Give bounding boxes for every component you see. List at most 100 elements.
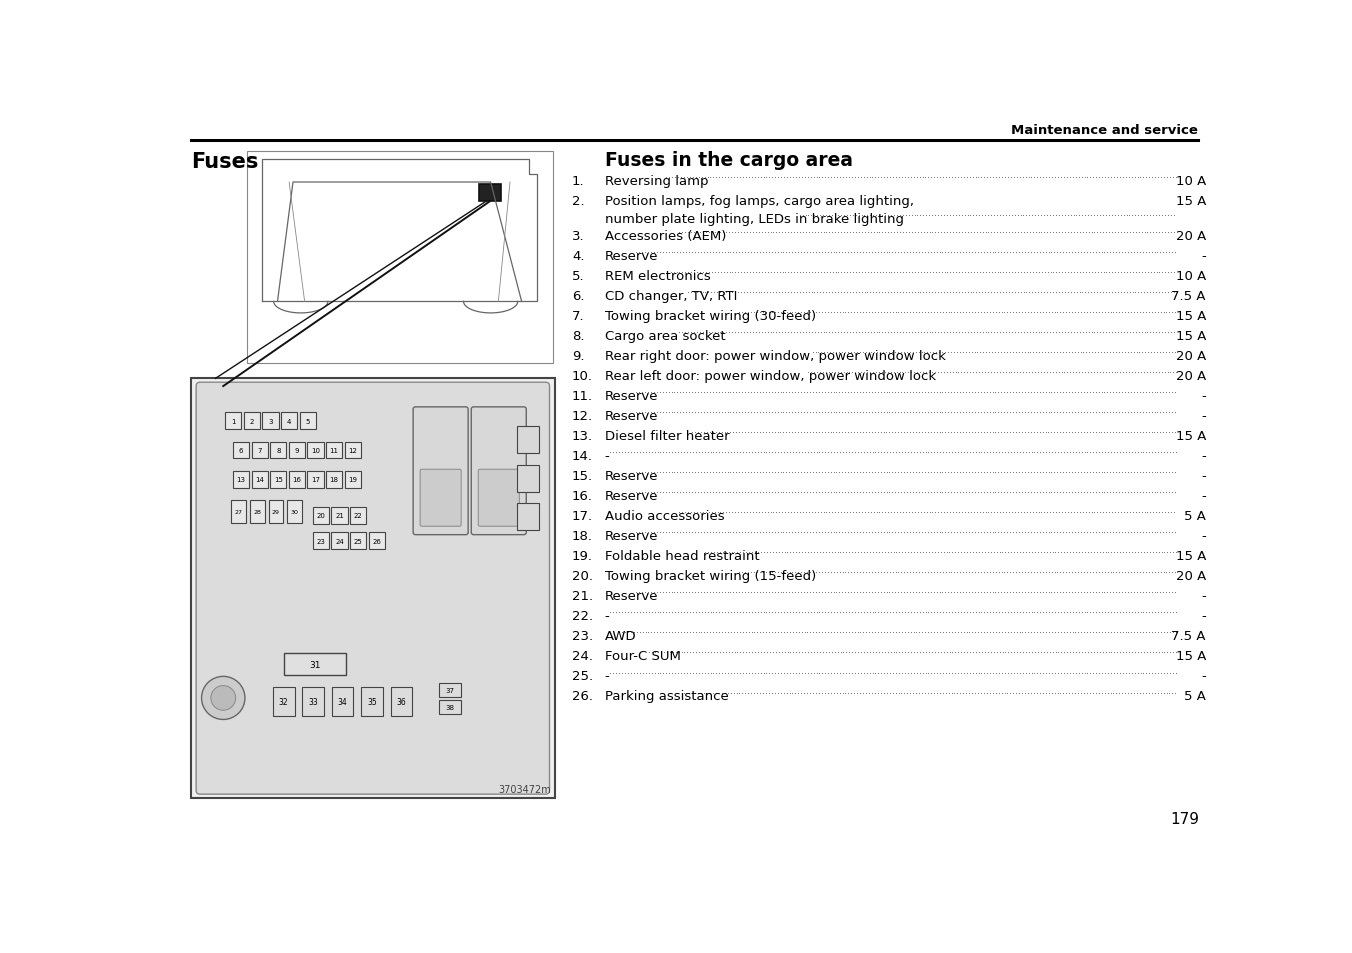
Bar xyxy=(281,413,297,430)
Bar xyxy=(270,472,287,488)
Text: 15: 15 xyxy=(274,476,283,483)
Bar xyxy=(226,413,242,430)
Text: 17.: 17. xyxy=(572,510,594,522)
Bar xyxy=(516,465,538,493)
Text: CD changer, TV, RTI: CD changer, TV, RTI xyxy=(604,290,737,303)
Text: Reserve: Reserve xyxy=(604,530,658,542)
Text: 26: 26 xyxy=(372,538,381,544)
Text: 6: 6 xyxy=(239,448,243,454)
FancyBboxPatch shape xyxy=(414,408,468,535)
Text: 21: 21 xyxy=(335,513,343,518)
Text: 14: 14 xyxy=(256,476,264,483)
Text: 15 A: 15 A xyxy=(1176,194,1206,208)
Bar xyxy=(300,413,316,430)
Text: 31: 31 xyxy=(310,659,320,669)
Text: Audio accessories: Audio accessories xyxy=(604,510,725,522)
Text: 28: 28 xyxy=(253,510,261,515)
Text: Foldable head restraint: Foldable head restraint xyxy=(604,550,760,562)
Text: 4.: 4. xyxy=(572,250,584,263)
Text: 12: 12 xyxy=(349,448,357,454)
Text: -: - xyxy=(1201,530,1206,542)
Bar xyxy=(231,500,246,523)
Text: 19: 19 xyxy=(349,476,357,483)
Bar xyxy=(345,472,361,488)
Text: 27: 27 xyxy=(235,510,243,515)
Bar xyxy=(307,472,323,488)
Text: 20 A: 20 A xyxy=(1176,230,1206,243)
Bar xyxy=(516,504,538,531)
Text: 3703472m: 3703472m xyxy=(499,784,552,795)
Text: 5: 5 xyxy=(306,418,310,424)
Text: Reserve: Reserve xyxy=(604,410,658,423)
Text: 18: 18 xyxy=(330,476,338,483)
Text: 34: 34 xyxy=(338,698,347,706)
Bar xyxy=(326,472,342,488)
Text: 18.: 18. xyxy=(572,530,594,542)
Bar xyxy=(287,500,301,523)
Text: Reserve: Reserve xyxy=(604,390,658,403)
Text: 2.: 2. xyxy=(572,194,584,208)
Text: Four-C SUM: Four-C SUM xyxy=(604,650,680,662)
Bar xyxy=(331,533,347,550)
Text: Cargo area socket: Cargo area socket xyxy=(604,330,725,343)
Text: -: - xyxy=(1201,490,1206,503)
Text: 24: 24 xyxy=(335,538,343,544)
Bar xyxy=(369,533,385,550)
Text: 3.: 3. xyxy=(572,230,584,243)
Bar xyxy=(345,442,361,459)
Bar xyxy=(284,654,346,675)
Bar xyxy=(251,472,268,488)
Text: 10 A: 10 A xyxy=(1176,270,1206,283)
Text: 15.: 15. xyxy=(572,470,594,483)
Circle shape xyxy=(211,686,235,711)
Text: 5.: 5. xyxy=(572,270,584,283)
Text: 19.: 19. xyxy=(572,550,594,562)
Text: 20 A: 20 A xyxy=(1176,570,1206,582)
Text: Reversing lamp: Reversing lamp xyxy=(604,174,708,188)
Text: Fuses: Fuses xyxy=(191,152,258,172)
Text: 26.: 26. xyxy=(572,690,594,702)
Text: 35: 35 xyxy=(368,698,377,706)
Text: 32: 32 xyxy=(279,698,288,706)
Text: Reserve: Reserve xyxy=(604,490,658,503)
Text: Towing bracket wiring (30-feed): Towing bracket wiring (30-feed) xyxy=(604,310,815,323)
FancyBboxPatch shape xyxy=(196,383,549,795)
Text: 3: 3 xyxy=(268,418,273,424)
Text: 10.: 10. xyxy=(572,370,594,383)
Text: -: - xyxy=(1201,470,1206,483)
Text: -: - xyxy=(1201,250,1206,263)
Bar xyxy=(233,442,249,459)
Text: -: - xyxy=(1201,590,1206,602)
Text: 15 A: 15 A xyxy=(1176,550,1206,562)
Text: Reserve: Reserve xyxy=(604,250,658,263)
FancyBboxPatch shape xyxy=(420,470,461,527)
Text: 36: 36 xyxy=(396,698,407,706)
Text: 7.: 7. xyxy=(572,310,584,323)
Text: 15 A: 15 A xyxy=(1176,650,1206,662)
Text: 1: 1 xyxy=(231,418,235,424)
Text: 9.: 9. xyxy=(572,350,584,363)
Text: -: - xyxy=(1201,390,1206,403)
Text: 17: 17 xyxy=(311,476,320,483)
Text: 8.: 8. xyxy=(572,330,584,343)
Bar xyxy=(191,379,554,799)
Bar xyxy=(246,152,553,364)
Text: 179: 179 xyxy=(1171,812,1199,826)
Bar xyxy=(391,687,412,717)
Text: 6.: 6. xyxy=(572,290,584,303)
Bar xyxy=(439,700,461,715)
FancyBboxPatch shape xyxy=(472,408,526,535)
Bar xyxy=(326,442,342,459)
Text: 9: 9 xyxy=(295,448,299,454)
Bar xyxy=(262,413,279,430)
Text: 20 A: 20 A xyxy=(1176,370,1206,383)
Text: 4: 4 xyxy=(287,418,291,424)
Text: Towing bracket wiring (15-feed): Towing bracket wiring (15-feed) xyxy=(604,570,815,582)
Text: 37: 37 xyxy=(446,687,454,694)
Text: 2: 2 xyxy=(250,418,254,424)
Bar xyxy=(270,442,287,459)
Text: Rear right door: power window, power window lock: Rear right door: power window, power win… xyxy=(604,350,945,363)
Text: -: - xyxy=(1201,450,1206,463)
Text: number plate lighting, LEDs in brake lighting: number plate lighting, LEDs in brake lig… xyxy=(604,213,903,226)
Text: 13: 13 xyxy=(237,476,246,483)
